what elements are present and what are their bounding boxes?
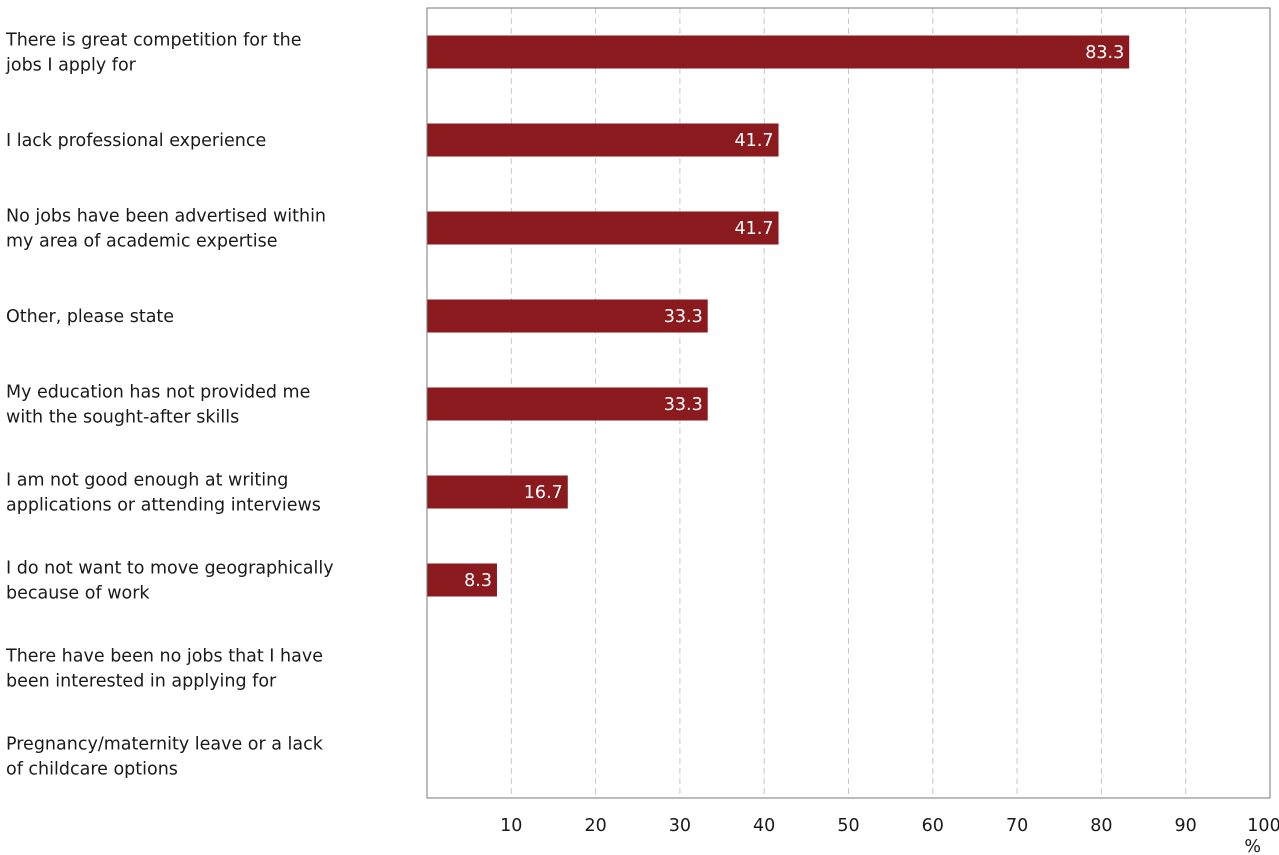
x-axis-tick-labels: 10 20 30 40 50 60 70 80 90 100 <box>500 816 1279 836</box>
bar <box>427 563 497 597</box>
x-tick-label: 30 <box>669 816 691 836</box>
x-tick-label: 50 <box>837 816 859 836</box>
category-label: No jobs have been advertised within my ar… <box>6 207 326 252</box>
x-axis-label: % <box>1244 837 1261 855</box>
x-tick-label: 10 <box>500 816 522 836</box>
x-tick-label: 80 <box>1090 816 1112 836</box>
plot-area-frame <box>426 7 1271 799</box>
x-tick-label: 40 <box>753 816 775 836</box>
bar-value-label: 8.3 <box>464 571 492 591</box>
bar <box>427 387 708 421</box>
bar-value-label: 41.7 <box>735 219 774 239</box>
bar <box>427 211 779 245</box>
bar-value-label: 41.7 <box>735 131 774 151</box>
category-label: I do not want to move geographically beca… <box>6 559 334 604</box>
category-label: Pregnancy/maternity leave or a lack of ch… <box>6 735 324 780</box>
x-tick-label: 70 <box>1006 816 1028 836</box>
bar-value-label: 33.3 <box>664 395 703 415</box>
bars: 83.3 41.7 41.7 33.3 33.3 16.7 8.3 <box>427 35 1130 597</box>
category-label: I am not good enough at writing applicati… <box>6 471 321 516</box>
bar <box>427 123 779 157</box>
category-label: There have been no jobs that I have been … <box>5 647 323 692</box>
bar <box>427 299 708 333</box>
bar-value-label: 16.7 <box>524 483 563 503</box>
category-label: Other, please state <box>6 307 174 327</box>
x-tick-label: 60 <box>922 816 944 836</box>
category-label: There is great competition for the jobs I… <box>5 31 301 76</box>
bar <box>427 35 1130 69</box>
category-label: I lack professional experience <box>6 131 266 151</box>
x-tick-label: 20 <box>584 816 606 836</box>
x-tick-label: 100 <box>1247 816 1279 836</box>
category-label: My education has not provided me with the… <box>6 383 310 428</box>
bar-value-label: 83.3 <box>1085 43 1124 63</box>
bar-value-label: 33.3 <box>664 307 703 327</box>
bar <box>427 475 568 509</box>
category-labels: There is great competition for the jobs I… <box>5 31 334 780</box>
x-tick-label: 90 <box>1175 816 1197 836</box>
